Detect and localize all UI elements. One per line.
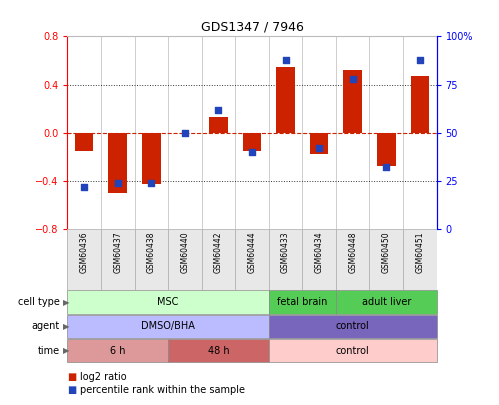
Text: DMSO/BHA: DMSO/BHA — [141, 322, 195, 331]
Text: GSM60436: GSM60436 — [80, 232, 89, 273]
Bar — [209, 117, 228, 133]
Text: GSM60442: GSM60442 — [214, 232, 223, 273]
Text: GSM60434: GSM60434 — [315, 232, 324, 273]
Point — [382, 164, 390, 171]
Text: GSM60448: GSM60448 — [348, 232, 357, 273]
Text: control: control — [336, 346, 370, 356]
Text: 48 h: 48 h — [208, 346, 229, 356]
Text: percentile rank within the sample: percentile rank within the sample — [80, 385, 245, 394]
Text: MSC: MSC — [157, 297, 179, 307]
Bar — [343, 70, 362, 133]
Point — [181, 130, 189, 136]
Bar — [101, 229, 135, 290]
Text: ▶: ▶ — [63, 346, 70, 355]
Bar — [369, 229, 403, 290]
Bar — [142, 133, 161, 184]
Bar — [269, 229, 302, 290]
Text: GSM60433: GSM60433 — [281, 232, 290, 273]
Bar — [310, 133, 328, 154]
Text: GSM60444: GSM60444 — [248, 232, 256, 273]
Text: adult liver: adult liver — [362, 297, 411, 307]
Bar — [377, 133, 396, 166]
Bar — [168, 229, 202, 290]
Text: control: control — [336, 322, 370, 331]
Point — [315, 145, 323, 151]
Point — [80, 183, 88, 190]
Bar — [411, 76, 429, 133]
Point — [349, 76, 357, 82]
Text: ▶: ▶ — [63, 322, 70, 331]
Text: GSM60451: GSM60451 — [415, 232, 424, 273]
Text: GSM60440: GSM60440 — [180, 232, 189, 273]
Text: GSM60437: GSM60437 — [113, 232, 122, 273]
Point — [147, 179, 155, 186]
Bar — [202, 229, 235, 290]
Point — [114, 179, 122, 186]
Text: ■: ■ — [67, 373, 77, 382]
Bar — [336, 229, 369, 290]
Bar — [243, 133, 261, 151]
Bar — [67, 229, 101, 290]
Text: GSM60438: GSM60438 — [147, 232, 156, 273]
Point — [416, 56, 424, 63]
Text: GSM60450: GSM60450 — [382, 232, 391, 273]
Text: time: time — [38, 346, 60, 356]
Text: agent: agent — [31, 322, 60, 331]
Point — [248, 149, 256, 155]
Text: fetal brain: fetal brain — [277, 297, 327, 307]
Bar — [403, 229, 437, 290]
Title: GDS1347 / 7946: GDS1347 / 7946 — [201, 21, 303, 34]
Bar — [302, 229, 336, 290]
Bar — [276, 66, 295, 133]
Text: log2 ratio: log2 ratio — [80, 373, 126, 382]
Bar — [135, 229, 168, 290]
Text: cell type: cell type — [18, 297, 60, 307]
Text: ▶: ▶ — [63, 298, 70, 307]
Text: 6 h: 6 h — [110, 346, 125, 356]
Bar — [108, 133, 127, 193]
Text: ■: ■ — [67, 385, 77, 394]
Bar — [75, 133, 93, 151]
Point — [281, 56, 289, 63]
Point — [215, 107, 223, 113]
Bar — [235, 229, 269, 290]
